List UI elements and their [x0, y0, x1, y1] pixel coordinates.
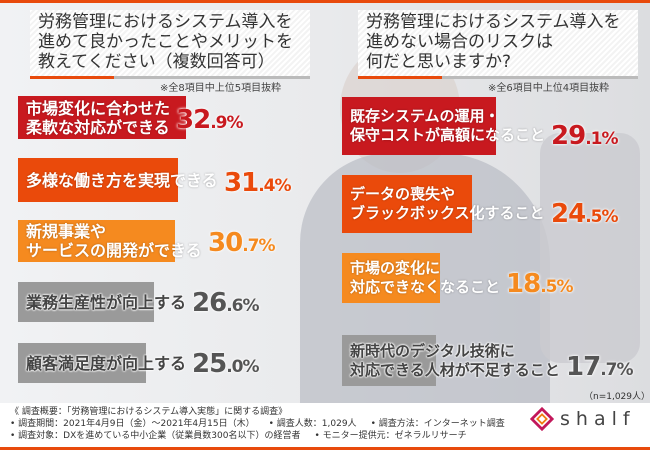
left-note: ※全8項目中上位5項目抜粋: [160, 83, 282, 94]
percent-integer: 29: [551, 121, 586, 151]
label-line: データの喪失や: [350, 185, 456, 203]
survey-footer: 《 調査概要：「労務管理におけるシステム導入実態」に関する調査》 • 調査期間：…: [0, 403, 650, 447]
right-item-label: 市場の変化に 対応できなくなること: [350, 259, 500, 297]
left-item-percent: 26.6%: [192, 288, 260, 318]
left-question: 労務管理におけるシステム導入を 進めて良かったことやメリットを 教えてください（複数…: [30, 10, 310, 79]
percent-integer: 32: [176, 105, 211, 135]
left-item-percent: 30.7%: [208, 228, 276, 258]
percent-integer: 31: [224, 168, 259, 198]
percent-decimal: .4%: [258, 176, 291, 196]
label-line: 保守コストが高額になること: [350, 126, 546, 144]
left-item-label: 顧客満足度が向上する: [26, 354, 186, 373]
label-line: 新規事業や: [26, 222, 107, 241]
right-item-percent: 24.5%: [551, 199, 619, 229]
left-item-label: 業務生産性が向上する: [26, 293, 186, 312]
percent-decimal: .6%: [226, 296, 259, 316]
shalf-logo: shalf: [530, 407, 636, 431]
label-line: 新時代のデジタル技術に: [350, 341, 515, 360]
right-item-label: 新時代のデジタル技術に 対応できる人材が不足すること: [350, 342, 560, 380]
percent-decimal: .9%: [210, 113, 243, 133]
label-line: 対応できる人材が不足すること: [350, 360, 560, 379]
percent-integer: 17: [566, 352, 601, 382]
right-bar: [342, 97, 497, 155]
bottom-accent-line: [0, 447, 650, 450]
left-item-percent: 25.0%: [192, 349, 260, 379]
percent-integer: 24: [551, 199, 586, 229]
right-item-percent: 17.7%: [566, 352, 634, 382]
left-bar: [18, 282, 154, 322]
label-line: 市場の変化に: [350, 259, 441, 277]
right-bar: [342, 175, 472, 233]
percent-decimal: .1%: [585, 129, 618, 149]
percent-decimal: .7%: [242, 236, 275, 256]
label-line: 業務生産性が向上する: [26, 292, 187, 312]
left-item-percent: 31.4%: [224, 168, 292, 198]
label-line: サービスの開発ができる: [26, 241, 202, 260]
left-item-label: 市場変化に合わせた 柔軟な対応ができる: [26, 99, 170, 137]
left-bar: [18, 343, 146, 383]
left-item-percent: 32.9%: [176, 105, 244, 135]
logo-diamond-icon: [530, 407, 554, 431]
percent-integer: 26: [192, 288, 227, 318]
percent-decimal: .5%: [585, 207, 618, 227]
right-bar: [342, 253, 441, 303]
left-bar: [18, 220, 175, 262]
right-question: 労務管理におけるシステム導入を 進めない場合のリスクは 何だと思いますか?: [358, 10, 638, 79]
right-item-label: データの喪失や ブラックボックス化すること: [350, 185, 545, 223]
right-bar: [342, 335, 436, 386]
label-line: 市場変化に合わせた: [26, 98, 171, 118]
percent-integer: 18: [506, 269, 541, 299]
left-bar: [18, 96, 186, 139]
right-item-percent: 29.1%: [551, 121, 619, 151]
percent-decimal: .0%: [226, 357, 259, 377]
left-item-label: 新規事業や サービスの開発ができる: [26, 222, 202, 260]
left-bar: [18, 158, 179, 202]
label-line: 対応できなくなること: [350, 278, 501, 296]
sample-size: （n=1,029人）: [584, 392, 650, 402]
percent-decimal: .7%: [600, 360, 633, 380]
right-item-percent: 18.5%: [506, 269, 574, 299]
label-line: 柔軟な対応ができる: [26, 117, 170, 137]
top-accent-line: [0, 0, 650, 3]
left-item-label: 多様な働き方を実現できる: [26, 171, 218, 190]
label-line: ブラックボックス化すること: [350, 204, 545, 222]
right-item-label: 既存システムの運用・ 保守コストが高額になること: [350, 107, 545, 145]
label-line: 既存システムの運用・: [350, 107, 500, 125]
percent-integer: 25: [192, 349, 227, 379]
label-line: 顧客満足度が向上する: [26, 353, 187, 373]
label-line: 多様な働き方を実現できる: [26, 170, 218, 190]
percent-integer: 30: [208, 228, 243, 258]
percent-decimal: .5%: [540, 277, 573, 297]
right-note: ※全6項目中上位4項目抜粋: [488, 83, 610, 94]
